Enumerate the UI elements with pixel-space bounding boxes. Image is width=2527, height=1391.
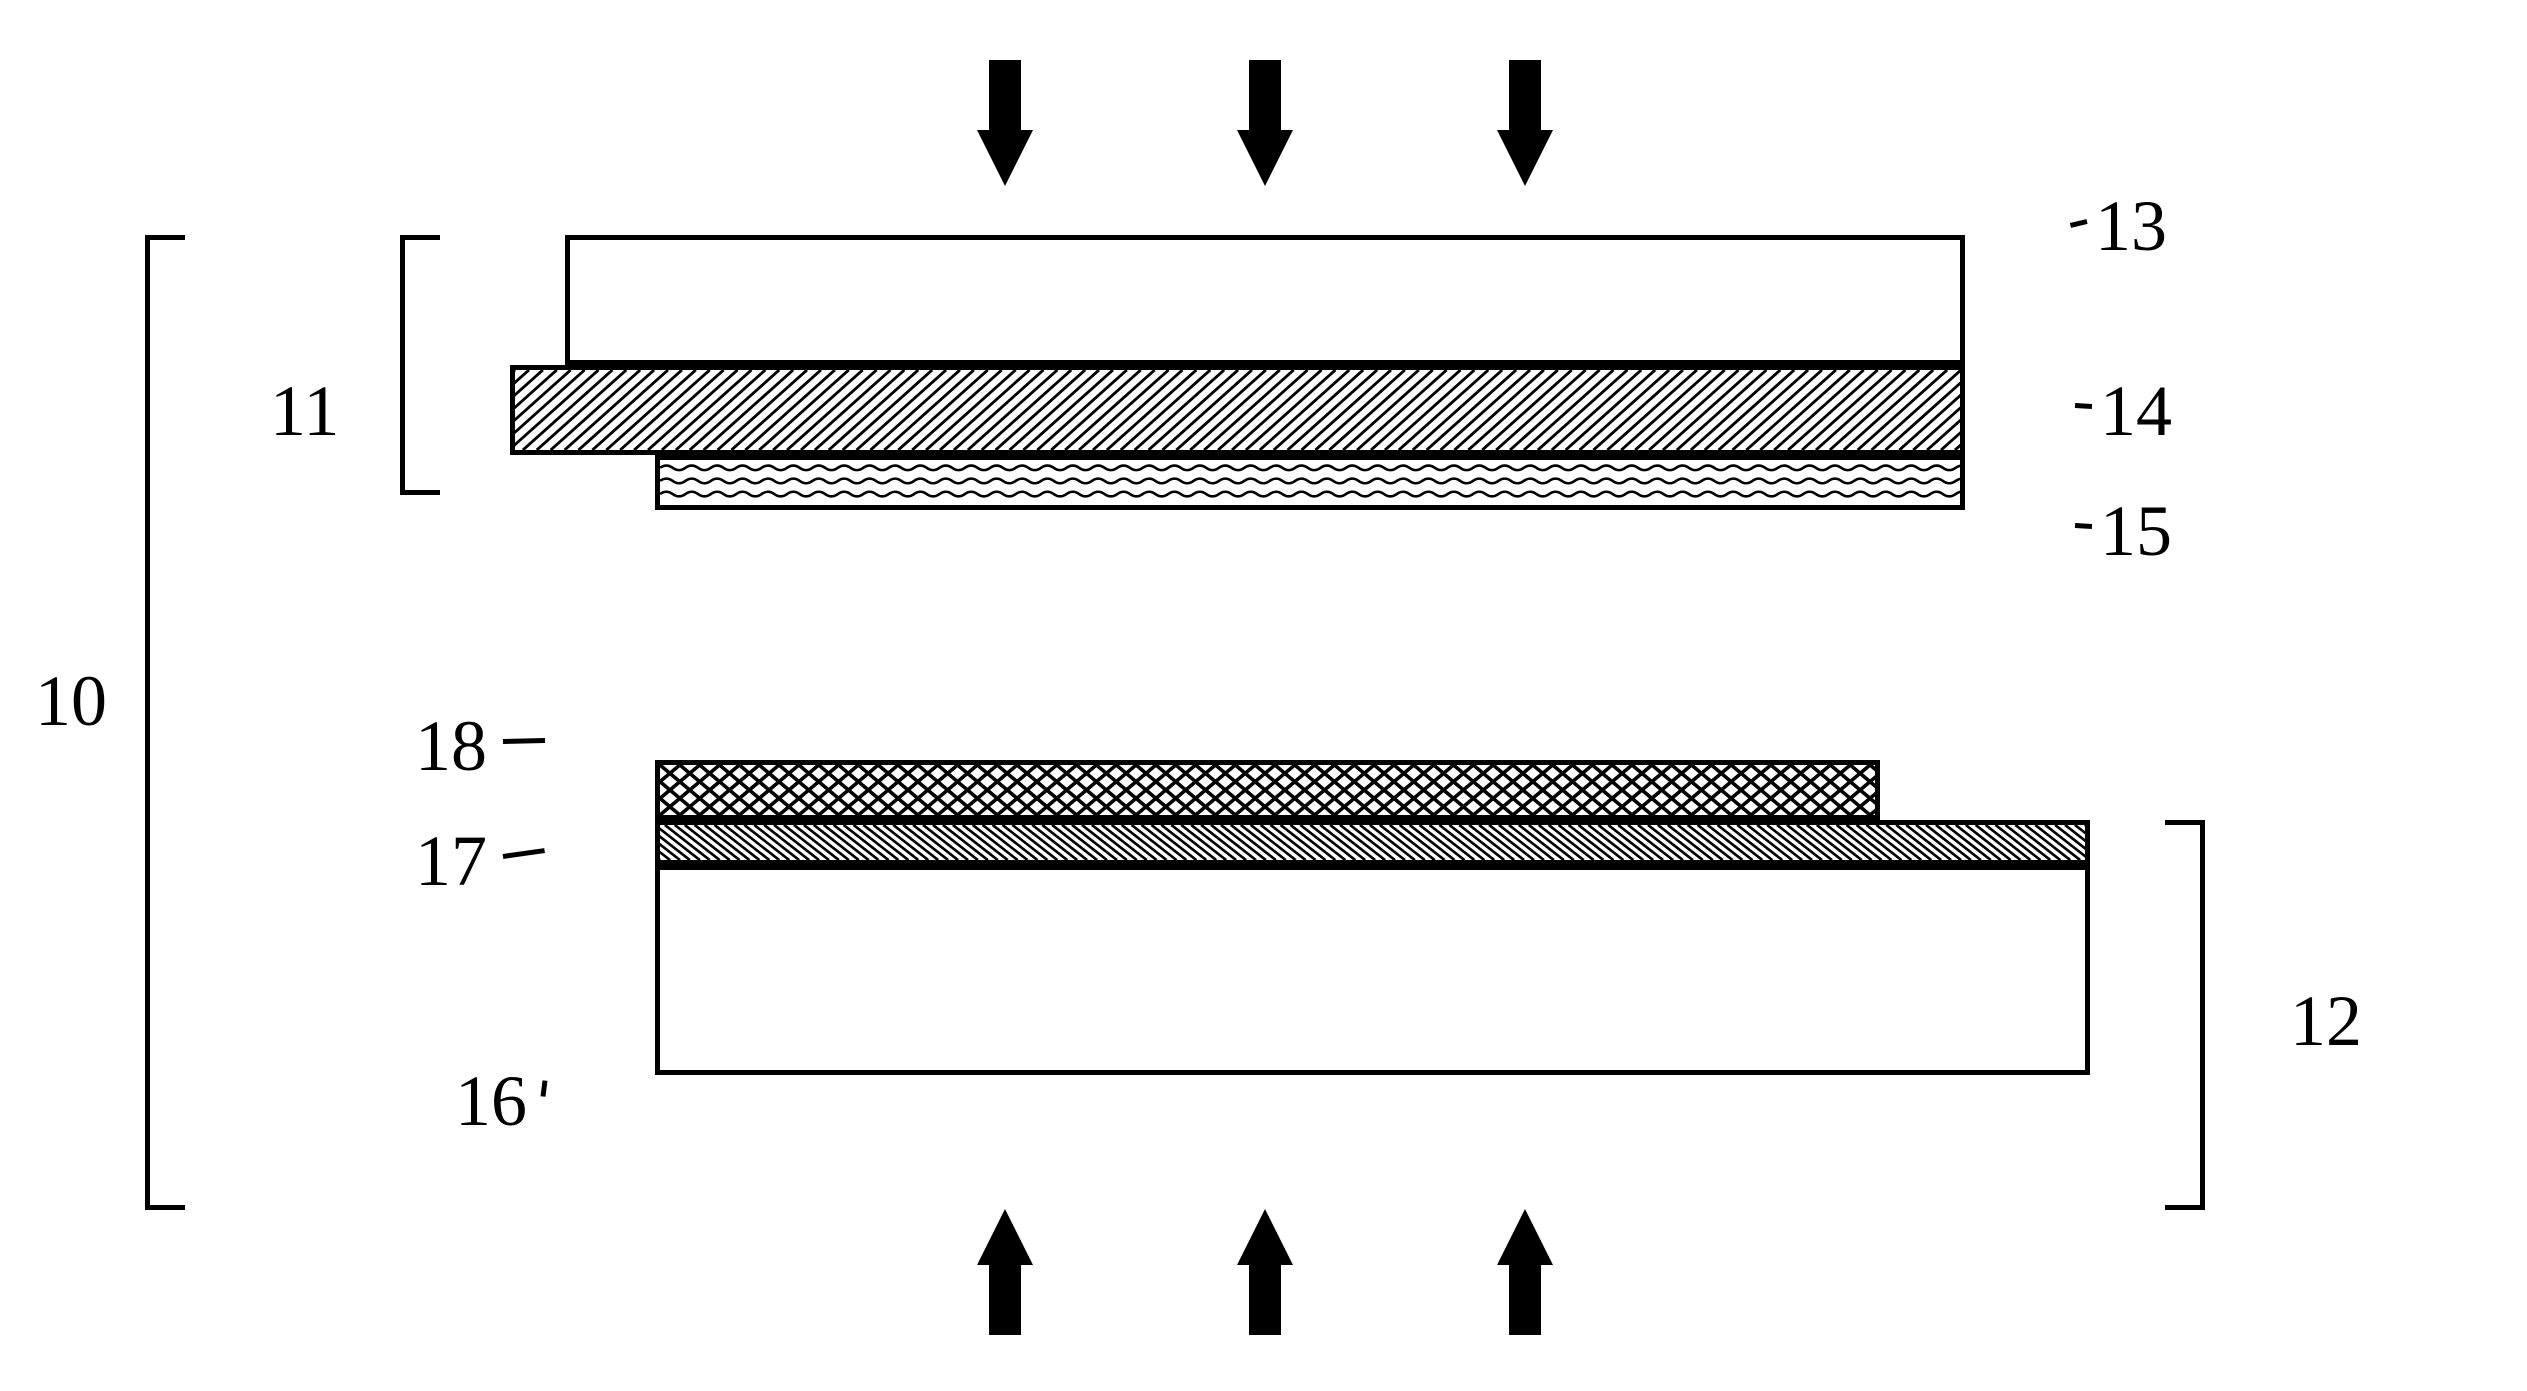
arrow-stem — [1509, 1265, 1541, 1335]
leader-line — [2075, 403, 2092, 409]
ref-label-11: 11 — [270, 370, 339, 453]
ref-label-14: 14 — [2100, 370, 2172, 453]
arrow-stem — [989, 1265, 1021, 1335]
arrow-stem — [1509, 60, 1541, 130]
ref-label-16: 16 — [455, 1060, 527, 1143]
ref-label-13: 13 — [2095, 185, 2167, 268]
ref-label-18: 18 — [415, 705, 487, 788]
layer-16 — [655, 865, 2090, 1075]
layer-18 — [655, 760, 1880, 820]
arrow-stem — [1249, 1265, 1281, 1335]
arrow-stem — [1249, 60, 1281, 130]
leader-line — [2069, 219, 2087, 228]
layer-15 — [655, 455, 1965, 510]
arrow-down-icon — [977, 130, 1033, 186]
leader-line — [503, 848, 546, 859]
ref-label-10: 10 — [35, 660, 107, 743]
arrow-down-icon — [1497, 130, 1553, 186]
layer-14 — [510, 365, 1965, 455]
arrow-stem — [989, 60, 1021, 130]
ref-label-15: 15 — [2100, 490, 2172, 573]
leader-line — [541, 1080, 548, 1097]
ref-label-12: 12 — [2290, 980, 2362, 1063]
bracket — [145, 235, 185, 1210]
layer-13 — [565, 235, 1965, 365]
leader-line — [2075, 523, 2092, 529]
arrow-up-icon — [1237, 1209, 1293, 1265]
arrow-down-icon — [1237, 130, 1293, 186]
arrow-up-icon — [977, 1209, 1033, 1265]
ref-label-17: 17 — [415, 820, 487, 903]
leader-line — [503, 738, 545, 744]
bracket — [400, 235, 440, 495]
arrow-up-icon — [1497, 1209, 1553, 1265]
layer-17 — [655, 820, 2090, 865]
bracket — [2165, 820, 2205, 1210]
